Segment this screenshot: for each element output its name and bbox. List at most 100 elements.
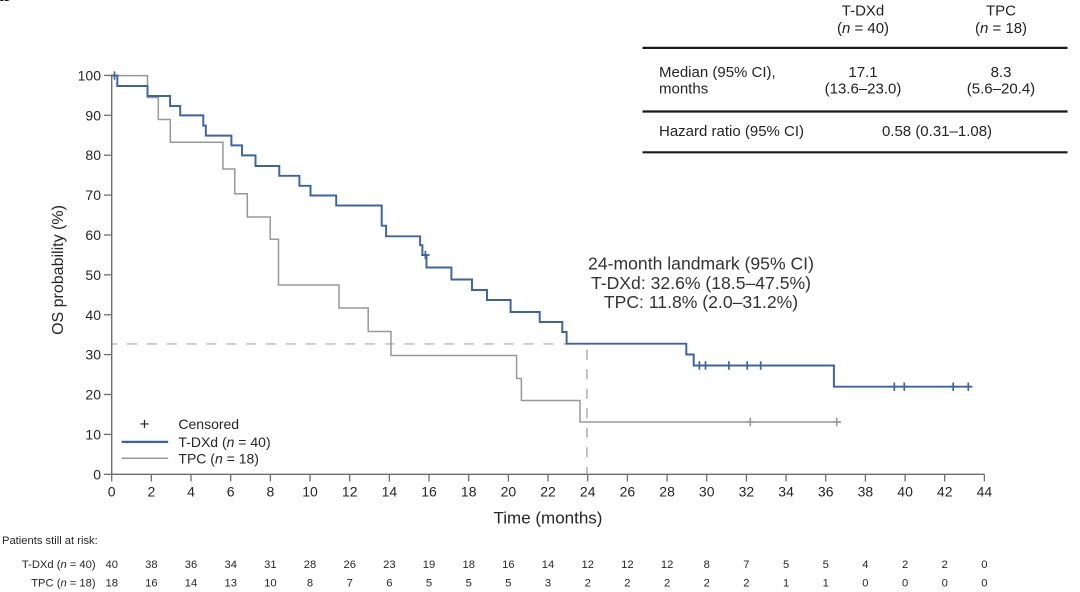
- svg-text:90: 90: [85, 107, 101, 123]
- svg-text:T-DXd (n = 40): T-DXd (n = 40): [178, 434, 270, 450]
- svg-text:10: 10: [85, 426, 101, 442]
- svg-text:Hazard ratio (95% CI): Hazard ratio (95% CI): [659, 123, 804, 140]
- svg-text:(n = 40): (n = 40): [837, 20, 889, 37]
- svg-text:80: 80: [85, 147, 101, 163]
- svg-text:24: 24: [580, 484, 596, 500]
- svg-text:12: 12: [621, 559, 633, 571]
- svg-text:T-DXd: T-DXd: [842, 2, 885, 19]
- svg-text:18: 18: [105, 577, 117, 589]
- svg-text:0: 0: [902, 577, 908, 589]
- svg-text:7: 7: [743, 559, 749, 571]
- svg-text:42: 42: [937, 484, 953, 500]
- svg-text:Time (months): Time (months): [494, 509, 603, 528]
- svg-text:30: 30: [699, 484, 715, 500]
- svg-text:0: 0: [93, 466, 101, 482]
- svg-text:20: 20: [85, 387, 101, 403]
- svg-text:TPC: 11.8% (2.0–31.2%): TPC: 11.8% (2.0–31.2%): [604, 292, 798, 312]
- svg-text:2: 2: [624, 577, 630, 589]
- svg-text:34: 34: [224, 559, 236, 571]
- svg-text:34: 34: [778, 484, 794, 500]
- svg-text:40: 40: [897, 484, 913, 500]
- svg-text:26: 26: [343, 559, 355, 571]
- svg-text:5: 5: [426, 577, 432, 589]
- svg-text:0.58 (0.31–1.08): 0.58 (0.31–1.08): [882, 123, 992, 140]
- svg-text:12: 12: [661, 559, 673, 571]
- svg-text:13: 13: [224, 577, 236, 589]
- svg-text:4: 4: [862, 559, 868, 571]
- svg-text:40: 40: [105, 559, 117, 571]
- svg-text:17.1: 17.1: [848, 64, 877, 81]
- svg-text:14: 14: [185, 577, 197, 589]
- svg-text:8: 8: [704, 559, 710, 571]
- svg-text:2: 2: [148, 484, 156, 500]
- svg-text:100: 100: [78, 67, 102, 83]
- svg-text:OS probability (%): OS probability (%): [50, 205, 67, 335]
- svg-text:Patients still at risk:: Patients still at risk:: [2, 535, 98, 547]
- svg-text:(13.6–23.0): (13.6–23.0): [825, 80, 902, 97]
- svg-text:TPC (n = 18): TPC (n = 18): [178, 450, 259, 466]
- svg-text:50: 50: [85, 267, 101, 283]
- svg-text:22: 22: [540, 484, 556, 500]
- svg-text:T-DXd: 32.6% (18.5–47.5%): T-DXd: 32.6% (18.5–47.5%): [591, 273, 811, 293]
- svg-text:6: 6: [386, 577, 392, 589]
- svg-text:0: 0: [981, 559, 987, 571]
- svg-text:8.3: 8.3: [991, 64, 1012, 81]
- svg-text:T-DXd (n = 40): T-DXd (n = 40): [22, 559, 96, 571]
- svg-text:Censored: Censored: [178, 416, 239, 432]
- svg-text:10: 10: [264, 577, 276, 589]
- svg-text:18: 18: [462, 559, 474, 571]
- svg-text:20: 20: [501, 484, 517, 500]
- svg-text:+: +: [140, 415, 150, 434]
- svg-text:10: 10: [302, 484, 318, 500]
- svg-text:0: 0: [942, 577, 948, 589]
- svg-text:2: 2: [743, 577, 749, 589]
- svg-text:(5.6–20.4): (5.6–20.4): [967, 80, 1035, 97]
- svg-text:0: 0: [108, 484, 116, 500]
- svg-text:38: 38: [145, 559, 157, 571]
- svg-text:2: 2: [704, 577, 710, 589]
- svg-text:28: 28: [304, 559, 316, 571]
- svg-text:12: 12: [342, 484, 358, 500]
- svg-text:TPC: TPC: [986, 2, 1016, 19]
- svg-text:23: 23: [383, 559, 395, 571]
- svg-text:4: 4: [187, 484, 195, 500]
- svg-text:70: 70: [85, 187, 101, 203]
- svg-text:28: 28: [659, 484, 675, 500]
- svg-text:14: 14: [542, 559, 554, 571]
- svg-text:16: 16: [145, 577, 157, 589]
- svg-text:3: 3: [545, 577, 551, 589]
- svg-text:Median (95% CI),: Median (95% CI),: [659, 64, 776, 81]
- svg-text:0: 0: [981, 577, 987, 589]
- svg-text:1: 1: [783, 577, 789, 589]
- svg-text:30: 30: [85, 347, 101, 363]
- svg-text:36: 36: [818, 484, 834, 500]
- svg-text:32: 32: [739, 484, 755, 500]
- svg-text:5: 5: [783, 559, 789, 571]
- svg-text:16: 16: [502, 559, 514, 571]
- svg-text:6: 6: [227, 484, 235, 500]
- svg-text:8: 8: [267, 484, 275, 500]
- svg-text:TPC (n = 18): TPC (n = 18): [31, 577, 96, 589]
- svg-text:31: 31: [264, 559, 276, 571]
- svg-text:5: 5: [505, 577, 511, 589]
- svg-text:44: 44: [977, 484, 993, 500]
- svg-text:60: 60: [85, 227, 101, 243]
- svg-text:24-month landmark (95% CI): 24-month landmark (95% CI): [588, 254, 814, 274]
- svg-text:14: 14: [382, 484, 398, 500]
- svg-text:18: 18: [461, 484, 477, 500]
- svg-text:40: 40: [85, 307, 101, 323]
- svg-text:2: 2: [902, 559, 908, 571]
- svg-text:2: 2: [585, 577, 591, 589]
- svg-text:2: 2: [664, 577, 670, 589]
- svg-text:5: 5: [466, 577, 472, 589]
- svg-text:(n = 18): (n = 18): [975, 20, 1027, 37]
- svg-text:12: 12: [581, 559, 593, 571]
- svg-text:5: 5: [823, 559, 829, 571]
- svg-text:7: 7: [347, 577, 353, 589]
- svg-text:1: 1: [823, 577, 829, 589]
- svg-text:2: 2: [942, 559, 948, 571]
- svg-text:16: 16: [421, 484, 437, 500]
- svg-text:0: 0: [862, 577, 868, 589]
- svg-text:36: 36: [185, 559, 197, 571]
- svg-text:months: months: [659, 80, 708, 97]
